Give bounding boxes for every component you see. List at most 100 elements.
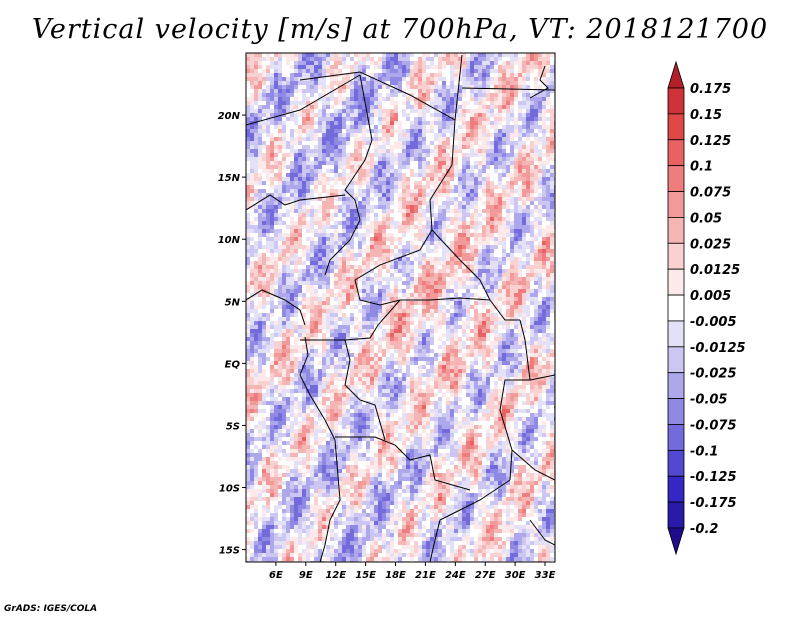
field-cell [434,109,438,113]
field-cell [410,281,414,285]
field-cell [498,77,502,81]
field-cell [470,281,474,285]
field-cell [398,81,402,85]
field-cell [538,137,542,141]
field-cell [290,89,294,93]
field-cell [462,181,466,185]
field-cell [474,277,478,281]
field-cell [298,65,302,69]
field-cell [398,269,402,273]
field-cell [494,77,498,81]
field-cell [518,293,522,297]
field-cell [386,157,390,161]
field-cell [334,145,338,149]
field-cell [522,89,526,93]
field-cell [310,241,314,245]
field-cell [542,93,546,97]
field-cell [310,77,314,81]
field-cell [378,153,382,157]
field-cell [454,177,458,181]
field-cell [406,173,410,177]
field-cell [522,193,526,197]
field-cell [402,125,406,129]
field-cell [258,141,262,145]
field-cell [374,109,378,113]
field-cell [422,265,426,269]
field-cell [282,289,286,293]
field-cell [382,217,386,221]
field-cell [438,105,442,109]
field-cell [426,53,430,57]
field-cell [518,297,522,301]
field-cell [322,265,326,269]
field-cell [518,181,522,185]
field-cell [282,133,286,137]
field-cell [534,265,538,269]
field-cell [250,177,254,181]
field-cell [330,189,334,193]
field-cell [454,121,458,125]
field-cell [254,113,258,117]
field-cell [422,161,426,165]
field-cell [258,281,262,285]
field-cell [378,273,382,277]
field-cell [530,117,534,121]
field-cell [502,249,506,253]
field-cell [490,233,494,237]
field-cell [486,53,490,57]
field-cell [342,277,346,281]
field-cell [294,53,298,57]
field-cell [470,209,474,213]
field-cell [266,57,270,61]
field-cell [302,117,306,121]
field-cell [466,285,470,289]
field-cell [514,97,518,101]
field-cell [534,177,538,181]
field-cell [342,189,346,193]
field-cell [386,205,390,209]
field-cell [338,249,342,253]
field-cell [262,109,266,113]
field-cell [370,177,374,181]
field-cell [318,261,322,265]
field-cell [378,85,382,89]
field-cell [282,153,286,157]
field-cell [274,145,278,149]
field-cell [274,185,278,189]
field-cell [514,273,518,277]
field-cell [326,249,330,253]
field-cell [390,249,394,253]
field-cell [266,241,270,245]
field-cell [478,193,482,197]
field-cell [426,265,430,269]
field-cell [282,305,286,309]
field-cell [266,97,270,101]
field-cell [270,193,274,197]
field-cell [378,61,382,65]
field-cell [462,61,466,65]
field-cell [462,193,466,197]
field-cell [354,145,358,149]
field-cell [254,101,258,105]
field-cell [394,169,398,173]
field-cell [450,141,454,145]
field-cell [430,249,434,253]
field-cell [470,277,474,281]
field-cell [482,305,486,309]
field-cell [546,57,550,61]
field-cell [458,141,462,145]
field-cell [490,93,494,97]
field-cell [366,137,370,141]
field-cell [434,93,438,97]
field-cell [406,161,410,165]
field-cell [522,269,526,273]
field-cell [350,201,354,205]
field-cell [510,109,514,113]
field-cell [274,205,278,209]
field-cell [258,169,262,173]
field-cell [334,197,338,201]
field-cell [314,65,318,69]
field-cell [530,141,534,145]
field-cell [414,117,418,121]
field-cell [494,301,498,305]
